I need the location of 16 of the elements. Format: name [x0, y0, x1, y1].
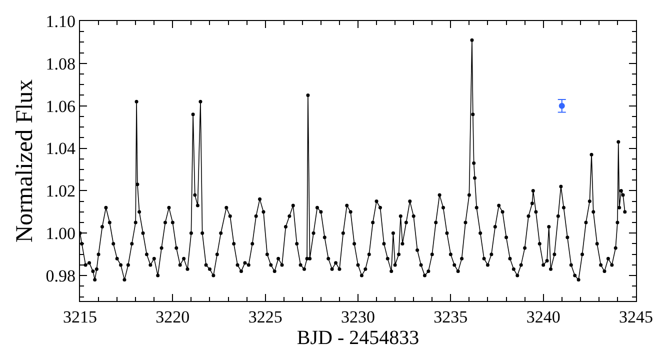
x-tick-label: 3225 [248, 308, 282, 326]
x-tick-label: 3240 [526, 308, 560, 326]
y-tick-label: 1.00 [46, 224, 76, 244]
y-tick-label: 0.98 [46, 266, 76, 286]
y-tick-label: 1.10 [46, 12, 76, 31]
x-axis-title: BJD - 2454833 [296, 327, 420, 349]
x-tick-label: 3215 [63, 308, 97, 326]
x-tick-label: 3220 [156, 308, 190, 326]
y-axis-title: Normalized Flux [12, 79, 38, 243]
y-tick-label: 1.02 [46, 182, 76, 201]
y-tick-label: 1.04 [46, 139, 76, 158]
x-tick-label: 3235 [434, 308, 468, 326]
y-tick-label: 1.08 [46, 54, 76, 74]
y-tick-label: 1.06 [46, 96, 76, 116]
x-tick-label: 3230 [341, 308, 375, 326]
x-tick-label: 3245 [619, 308, 653, 326]
